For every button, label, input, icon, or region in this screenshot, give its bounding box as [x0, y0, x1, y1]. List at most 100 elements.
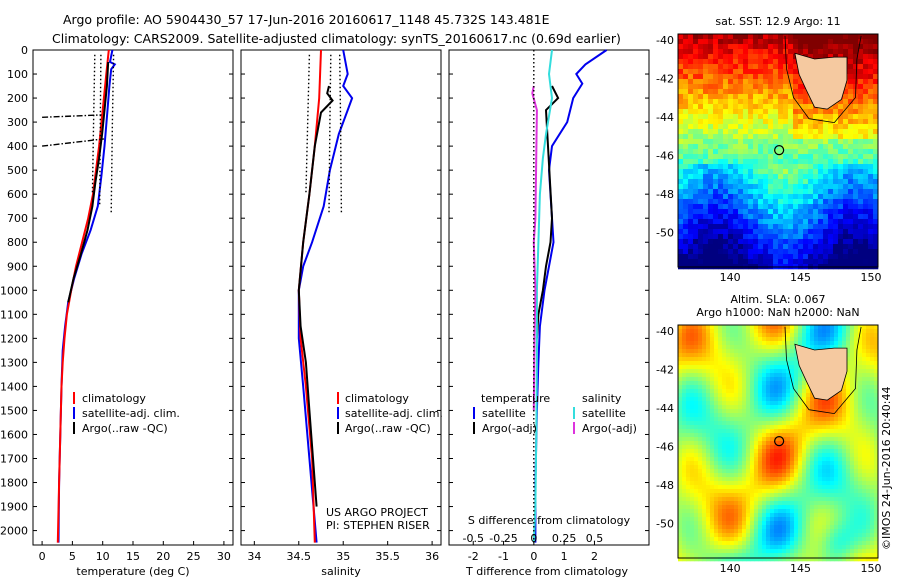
map-cell: [713, 209, 719, 215]
map-cell: [706, 337, 711, 342]
map-cell: [738, 189, 744, 195]
map-cell: [770, 549, 775, 554]
map-cell: [858, 481, 863, 486]
map-cell: [748, 254, 754, 260]
map-cell: [693, 99, 699, 105]
map-cell: [866, 381, 871, 386]
map-cell: [808, 234, 814, 240]
map-cell: [703, 89, 709, 95]
map-cell: [750, 469, 755, 474]
map-cell: [754, 429, 759, 434]
map-cell: [738, 333, 743, 338]
map-cell: [706, 445, 711, 450]
map-cell: [770, 485, 775, 490]
map-cell: [773, 199, 779, 205]
map-cell: [733, 44, 739, 50]
map-cell: [786, 469, 791, 474]
map-cell: [818, 254, 824, 260]
map-cell: [690, 441, 695, 446]
map-cell: [782, 541, 787, 546]
map-cell: [734, 369, 739, 374]
map-cell: [766, 405, 771, 410]
map-cell: [788, 204, 794, 210]
map-cell: [694, 477, 699, 482]
map-cell: [803, 239, 809, 245]
map-cell: [788, 154, 794, 160]
map-cell: [698, 477, 703, 482]
map-cell: [728, 184, 734, 190]
map-cell: [708, 114, 714, 120]
map-cell: [854, 381, 859, 386]
map-cell: [783, 154, 789, 160]
map-cell: [848, 124, 854, 130]
map-cell: [723, 64, 729, 70]
map-cell: [790, 369, 795, 374]
map-cell: [713, 229, 719, 235]
map-cell: [794, 329, 799, 334]
map-cell: [788, 49, 794, 55]
map-cell: [798, 109, 804, 115]
map-cell: [708, 229, 714, 235]
map-cell: [773, 89, 779, 95]
map-cell: [828, 34, 834, 40]
map-cell: [873, 124, 879, 130]
map-cell: [853, 69, 859, 75]
map-cell: [762, 349, 767, 354]
map-cell: [854, 485, 859, 490]
map-cell: [858, 517, 863, 522]
map-cell: [714, 465, 719, 470]
map-cell: [742, 465, 747, 470]
map-cell: [874, 489, 879, 494]
map-cell: [722, 373, 727, 378]
map-cell: [703, 54, 709, 60]
map-cell: [754, 325, 759, 330]
map-cell: [793, 199, 799, 205]
map-cell: [738, 505, 743, 510]
map-cell: [778, 119, 784, 125]
map-cell: [848, 254, 854, 260]
map-cell: [778, 249, 784, 255]
map-cell: [778, 533, 783, 538]
map-cell: [683, 194, 689, 200]
map-cell: [863, 144, 869, 150]
map-cell: [778, 401, 783, 406]
map-cell: [853, 99, 859, 105]
map-cell: [743, 149, 749, 155]
map-cell: [686, 381, 691, 386]
map-cell: [810, 401, 815, 406]
map-cell: [746, 525, 751, 530]
map-cell: [806, 497, 811, 502]
map-cell: [710, 413, 715, 418]
map-cell: [683, 54, 689, 60]
map-cell: [722, 525, 727, 530]
map-cell: [726, 493, 731, 498]
map-cell: [873, 104, 879, 110]
map-cell: [748, 179, 754, 185]
map-cell: [818, 401, 823, 406]
map-cell: [854, 345, 859, 350]
map-cell: [782, 341, 787, 346]
map-cell: [693, 204, 699, 210]
map-cell: [782, 389, 787, 394]
map-cell: [834, 457, 839, 462]
map-cell: [854, 349, 859, 354]
map-cell: [768, 184, 774, 190]
map-cell: [830, 465, 835, 470]
map-cell: [694, 449, 699, 454]
map-cell: [848, 129, 854, 135]
map-cell: [766, 521, 771, 526]
map-cell: [746, 497, 751, 502]
map-cell: [758, 129, 764, 135]
map-cell: [774, 493, 779, 498]
map-cell: [854, 437, 859, 442]
map-cell: [678, 39, 684, 45]
map-cell: [793, 69, 799, 75]
map-cell: [708, 219, 714, 225]
map-cell: [758, 169, 764, 175]
map-cell: [838, 413, 843, 418]
map-cell: [743, 69, 749, 75]
map-cell: [694, 429, 699, 434]
map-cell: [858, 134, 864, 140]
map-cell: [703, 119, 709, 125]
map-cell: [854, 433, 859, 438]
